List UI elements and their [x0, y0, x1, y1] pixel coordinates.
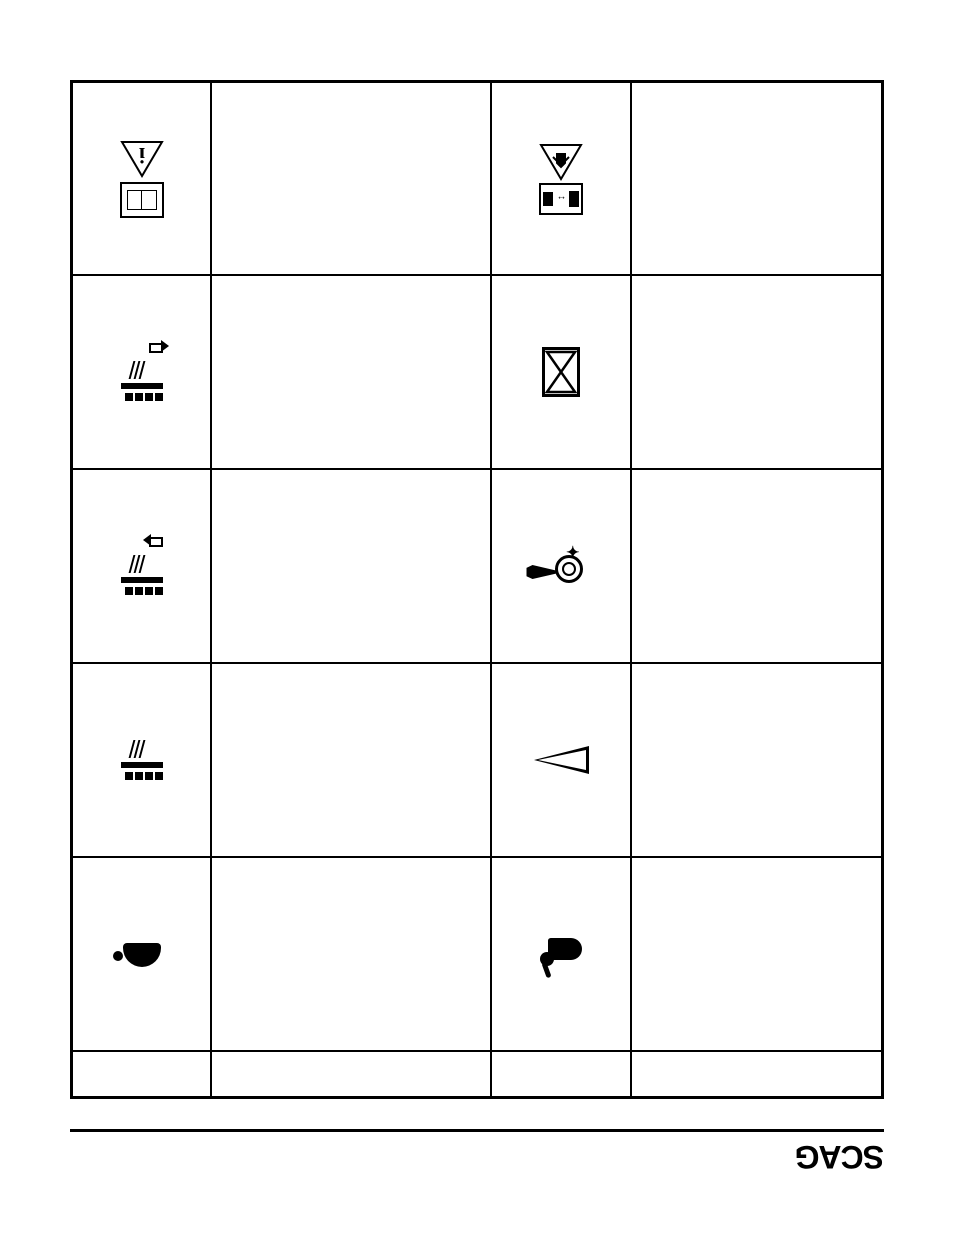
manual-warning-icon: i — [120, 140, 164, 218]
symbol-cell — [492, 275, 632, 469]
rabbit-fast-icon — [537, 934, 587, 974]
symbol-cell — [212, 275, 492, 469]
symbol-cell — [492, 663, 632, 857]
table-row — [72, 275, 883, 469]
brand-logo: SCAG — [70, 1138, 884, 1175]
symbols-table: ✦ — [70, 80, 884, 1099]
table-row — [72, 857, 883, 1051]
table-row: ✦ — [72, 469, 883, 663]
cutting-width-icon — [121, 740, 163, 780]
symbol-cell — [632, 275, 883, 469]
header-cell — [212, 1051, 492, 1098]
symbol-cell — [212, 82, 492, 276]
symbol-cell — [492, 857, 632, 1051]
symbol-cell — [212, 857, 492, 1051]
symbol-cell — [632, 663, 883, 857]
symbol-cell — [212, 663, 492, 857]
table-row — [72, 663, 883, 857]
svg-text:i: i — [139, 143, 145, 168]
symbol-cell — [632, 857, 883, 1051]
moving-part-warning-icon: ↔ — [540, 143, 584, 215]
fast-triangle-icon — [534, 746, 589, 774]
header-divider — [70, 1129, 884, 1132]
spinning-blade-icon: ✦ — [532, 541, 592, 591]
table-row: ↔ — [72, 82, 883, 276]
table-header-row — [72, 1051, 883, 1098]
symbol-cell — [212, 469, 492, 663]
symbol-cell: i — [72, 82, 212, 276]
symbol-cell — [72, 857, 212, 1051]
symbol-cell — [632, 469, 883, 663]
hourglass-icon — [543, 347, 581, 397]
symbol-cell — [72, 469, 212, 663]
turtle-slow-icon — [117, 936, 167, 971]
symbol-cell — [72, 275, 212, 469]
symbol-cell: ✦ — [492, 469, 632, 663]
cutting-width-left-icon — [121, 343, 163, 401]
cutting-width-right-icon — [121, 537, 163, 595]
symbol-cell — [632, 82, 883, 276]
symbol-cell: ↔ — [492, 82, 632, 276]
header-cell — [492, 1051, 632, 1098]
symbol-cell — [72, 663, 212, 857]
header-cell — [632, 1051, 883, 1098]
header-cell — [72, 1051, 212, 1098]
